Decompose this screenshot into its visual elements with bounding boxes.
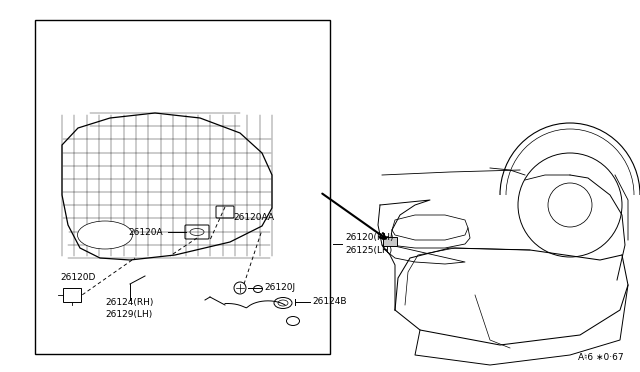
Text: A♮6 ∗0·67: A♮6 ∗0·67	[578, 353, 623, 362]
Text: 26120(RH): 26120(RH)	[345, 232, 394, 241]
Bar	[383, 237, 397, 246]
Text: 26124B: 26124B	[312, 298, 346, 307]
Text: 26124(RH): 26124(RH)	[105, 298, 154, 307]
Bar	[63, 288, 81, 302]
Text: 26129(LH): 26129(LH)	[105, 311, 152, 320]
Text: 26120D: 26120D	[60, 273, 95, 282]
Text: 26120J: 26120J	[264, 283, 295, 292]
Text: 26125(LH): 26125(LH)	[345, 246, 392, 254]
Text: 26120A: 26120A	[128, 228, 163, 237]
Ellipse shape	[77, 221, 132, 249]
Bar	[35, 20, 330, 354]
Text: 26120AA: 26120AA	[233, 212, 274, 221]
